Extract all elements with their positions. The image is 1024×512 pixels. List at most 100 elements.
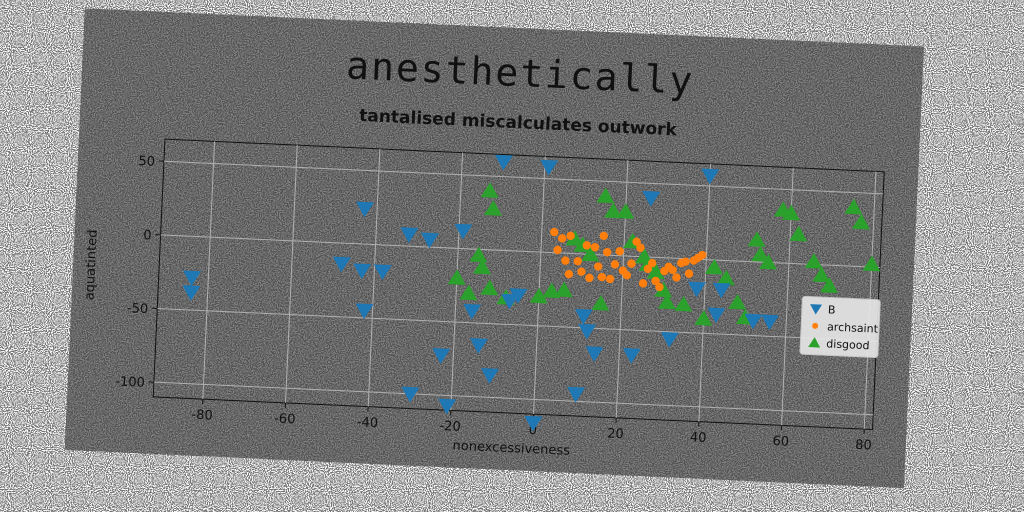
- x-gridline: [698, 163, 712, 422]
- data-point-disgood: [638, 255, 657, 272]
- data-point-b: [540, 159, 559, 176]
- data-point-b: [622, 347, 641, 364]
- data-point-b: [183, 270, 202, 287]
- y-tick-label: -50: [127, 301, 149, 317]
- data-point-archsaint: [636, 243, 645, 253]
- x-gridline: [285, 145, 298, 403]
- data-point-disgood: [581, 245, 600, 262]
- y-tick-label: 0: [143, 228, 152, 243]
- data-point-b: [438, 398, 457, 415]
- x-tick-label: 60: [772, 434, 789, 450]
- data-point-b: [642, 190, 661, 207]
- legend-item-archsaint: archsaint: [812, 320, 879, 336]
- data-point-archsaint: [615, 247, 624, 256]
- data-point-disgood: [716, 269, 735, 286]
- data-point-archsaint: [684, 269, 694, 278]
- data-point-archsaint: [643, 264, 653, 273]
- x-tick-label: -60: [274, 411, 296, 427]
- data-point-b: [353, 263, 372, 280]
- data-point-archsaint: [681, 257, 690, 266]
- y-axis-ticks: -100 -50 0 50: [115, 154, 164, 391]
- data-point-b: [463, 303, 482, 320]
- x-axis-ticks: -80-60-40-20020406080: [191, 399, 872, 454]
- data-point-b: [744, 313, 763, 330]
- legend-marker: [812, 322, 819, 329]
- data-point-archsaint: [627, 259, 636, 268]
- data-point-archsaint: [672, 273, 681, 282]
- data-point-disgood: [862, 255, 881, 272]
- data-point-b: [687, 281, 706, 298]
- gridlines: [153, 141, 884, 430]
- data-point-archsaint: [564, 269, 574, 279]
- data-point-archsaint: [599, 231, 608, 241]
- data-point-b: [420, 232, 439, 249]
- data-point-disgood: [844, 198, 863, 215]
- data-point-disgood: [654, 281, 673, 298]
- y-gridline: [163, 160, 884, 195]
- x-gridline: [202, 141, 216, 400]
- data-point-b: [182, 285, 201, 301]
- data-point-disgood: [459, 284, 478, 301]
- data-point-b: [578, 323, 597, 340]
- data-point-archsaint: [577, 267, 586, 276]
- x-tick-label: -80: [191, 408, 213, 424]
- data-point-disgood: [480, 182, 499, 198]
- data-point-archsaint: [573, 256, 582, 266]
- data-point-b: [400, 227, 419, 243]
- data-point-disgood: [804, 253, 823, 269]
- data-point-disgood: [480, 279, 499, 296]
- data-point-disgood: [603, 202, 622, 219]
- data-point-archsaint: [605, 274, 615, 284]
- y-tick-label: 50: [138, 154, 155, 170]
- data-point-disgood: [591, 295, 610, 311]
- data-point-disgood: [447, 269, 466, 285]
- y-axis-label: aquatinted: [83, 229, 101, 300]
- data-point-b: [373, 264, 392, 281]
- data-point-b: [707, 307, 726, 324]
- data-point-archsaint: [594, 262, 603, 271]
- legend-label: archsaint: [827, 320, 879, 335]
- data-point-disgood: [616, 203, 635, 219]
- data-point-b: [574, 308, 593, 325]
- data-point-disgood: [542, 282, 561, 299]
- x-gridline: [615, 160, 629, 418]
- legend-marker: [808, 337, 821, 348]
- data-point-archsaint: [632, 237, 641, 246]
- data-point-b: [356, 201, 375, 218]
- data-point-disgood: [820, 277, 838, 294]
- figure-noise: [64, 8, 924, 489]
- data-point-archsaint: [651, 276, 660, 286]
- x-tick-label: 20: [607, 427, 624, 443]
- data-point-disgood: [674, 295, 693, 312]
- data-point-archsaint: [610, 260, 620, 269]
- legend-label: disgood: [826, 337, 870, 352]
- data-point-archsaint: [602, 247, 612, 257]
- data-point-archsaint: [668, 265, 677, 275]
- data-point-b: [481, 368, 500, 384]
- data-point-archsaint: [566, 231, 575, 240]
- x-tick-label: 40: [690, 430, 707, 446]
- data-point-disgood: [483, 200, 502, 216]
- x-tick-label: 80: [855, 438, 872, 454]
- y-gridline: [153, 381, 874, 416]
- data-point-archsaint: [561, 256, 570, 265]
- rotated-figure: anesthetically tantalised miscalculates …: [64, 8, 924, 489]
- data-point-disgood: [747, 231, 766, 247]
- data-point-b: [585, 346, 604, 362]
- data-point-b: [567, 386, 586, 403]
- data-point-disgood: [812, 266, 831, 283]
- data-point-disgood: [781, 204, 800, 221]
- x-gridline: [367, 148, 381, 407]
- data-point-b: [469, 338, 488, 354]
- data-point-archsaint: [550, 227, 559, 237]
- y-gridline: [157, 308, 877, 342]
- data-point-archsaint: [558, 234, 567, 243]
- data-point-archsaint: [590, 243, 600, 252]
- data-point-disgood: [728, 293, 747, 310]
- data-point-disgood: [657, 293, 676, 310]
- x-axis-label: nonexcessiveness: [452, 439, 570, 459]
- data-point-b: [509, 288, 528, 304]
- data-point-disgood: [565, 230, 584, 247]
